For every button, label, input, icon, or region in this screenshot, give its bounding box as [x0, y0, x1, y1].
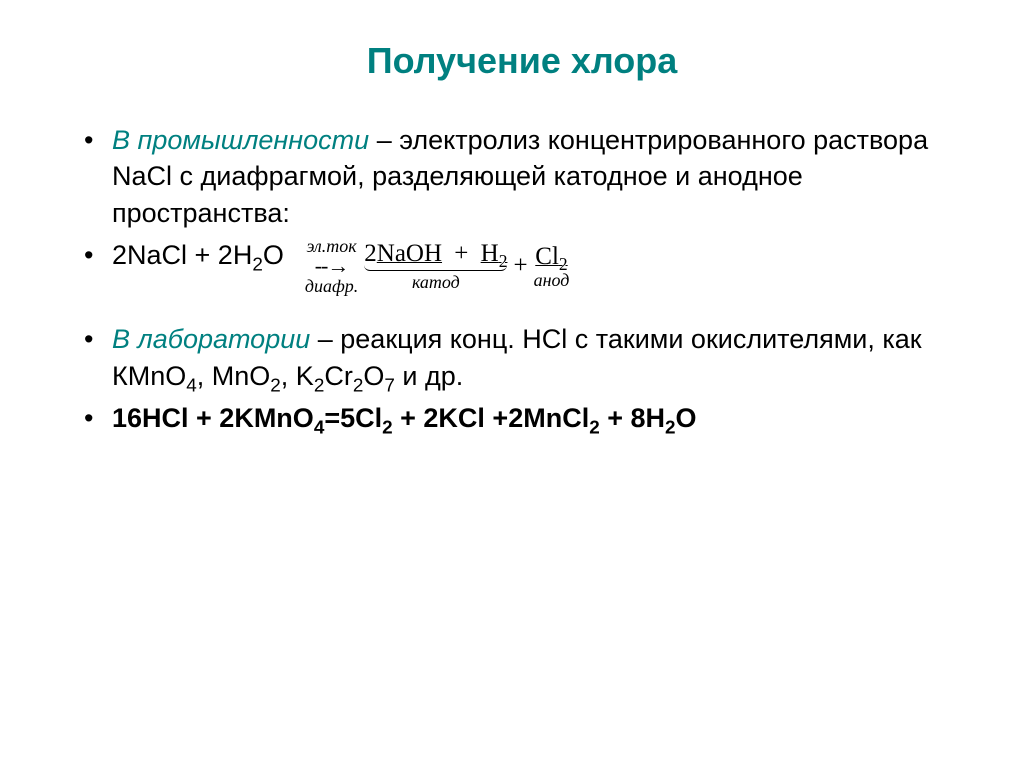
eq1-anode-products: Cl2 анод	[534, 244, 570, 289]
slide-content: В промышленности – электролиз концентрир…	[80, 122, 964, 437]
eq1-right: эл.ток --→ диафр. 2NaOH + H2 катод + Cl2…	[299, 237, 570, 295]
slide-title: Получение хлора	[80, 40, 964, 82]
bullet-equation-1: 2NaCl + 2H2O эл.ток --→ диафр. 2NaOH + H…	[80, 237, 964, 295]
eq1-left: 2NaCl + 2H2O	[112, 237, 299, 273]
bullet-industry: В промышленности – электролиз концентрир…	[80, 122, 964, 231]
lab-label: В лаборатории	[112, 324, 310, 354]
eq1-arrow: эл.ток --→ диафр.	[305, 237, 358, 295]
bullet-equation-2: 16HCl + 2KMnO4=5Cl2 + 2KCl +2MnCl2 + 8H2…	[80, 400, 964, 436]
eq1-cathode-products: 2NaOH + H2 катод	[364, 241, 507, 291]
industry-label: В промышленности	[112, 125, 369, 155]
eq2-text: 16HCl + 2KMnO4=5Cl2 + 2KCl +2MnCl2 + 8H2…	[112, 403, 697, 433]
bullet-lab: В лаборатории – реакция конц. НСl с таки…	[80, 321, 964, 394]
